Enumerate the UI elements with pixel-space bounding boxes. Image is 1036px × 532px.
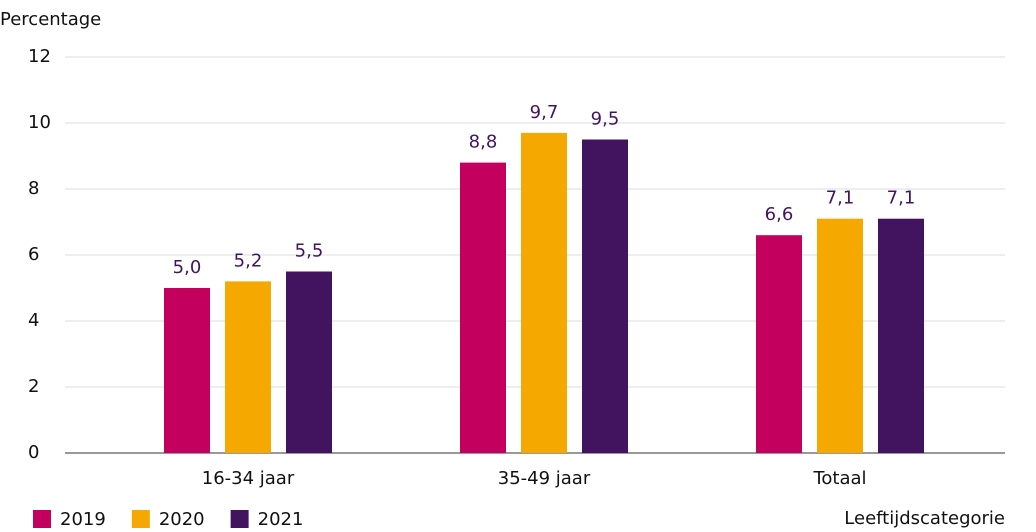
y-tick-label: 0 (28, 442, 39, 463)
y-tick-label: 8 (28, 178, 39, 199)
x-tick-label: 35-49 jaar (498, 468, 591, 489)
bar (817, 218, 863, 453)
y-tick-label: 4 (28, 310, 39, 331)
bar (225, 281, 271, 453)
legend-label: 2021 (258, 509, 304, 530)
legend-label: 2019 (60, 509, 106, 530)
legend-swatch (131, 510, 150, 528)
bar (286, 271, 332, 453)
bar (582, 139, 628, 453)
value-label: 9,5 (591, 109, 620, 130)
bar (460, 162, 506, 453)
value-label: 8,8 (469, 132, 498, 153)
x-tick-label: 16-34 jaar (202, 468, 295, 489)
value-label: 5,5 (295, 241, 324, 262)
value-label: 9,7 (530, 102, 559, 123)
bar (521, 132, 567, 453)
value-label: 7,1 (826, 188, 855, 209)
value-label: 5,2 (234, 250, 263, 271)
x-axis-label: Leeftijdscategorie (844, 508, 1005, 529)
y-tick-label: 10 (28, 112, 51, 133)
bar (756, 235, 802, 453)
value-label: 6,6 (765, 204, 794, 225)
legend-swatch (33, 510, 51, 528)
value-label: 5,0 (173, 257, 202, 278)
value-label: 7,1 (887, 188, 916, 209)
y-tick-label: 12 (28, 46, 51, 67)
x-tick-label: Totaal (812, 468, 866, 489)
legend-swatch (230, 510, 249, 528)
y-tick-label: 6 (28, 244, 39, 265)
legend-label: 2020 (159, 509, 205, 530)
y-axis-label: Percentage (0, 9, 101, 30)
bar (878, 218, 924, 453)
y-tick-label: 2 (28, 376, 39, 397)
bar (164, 288, 210, 453)
